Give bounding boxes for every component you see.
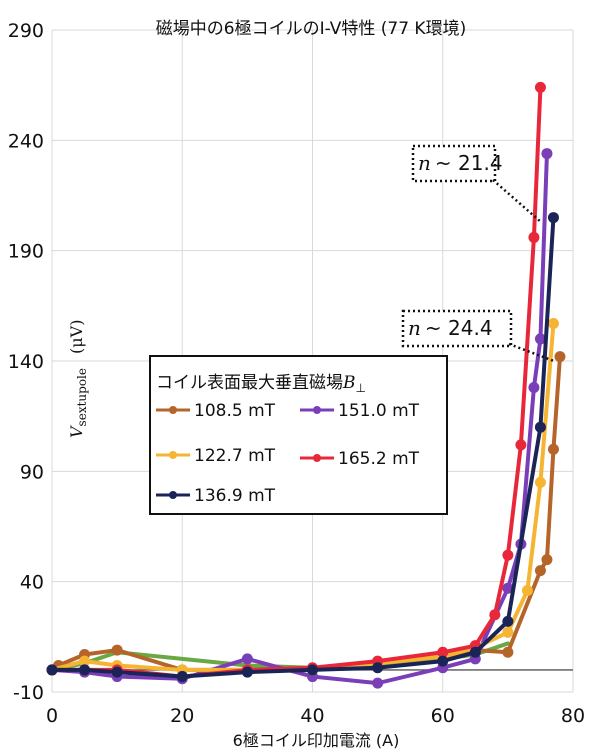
legend-label: 136.9 mT: [194, 486, 276, 506]
annotation-box-21: [411, 144, 497, 183]
data-point: [111, 644, 123, 656]
x-tick-label: 80: [561, 705, 585, 727]
chart-title: 磁場中の6極コイルのI-V特性 (77 K環境): [156, 19, 466, 39]
data-point: [489, 609, 501, 621]
data-point: [241, 666, 253, 678]
data-point: [372, 677, 384, 689]
x-tick-label: 40: [300, 705, 324, 727]
annotation-text-24: ~ 24.4: [425, 316, 493, 340]
annotation-n-21: n ~ 21.4: [411, 144, 542, 223]
legend-box: [149, 355, 448, 515]
data-point: [547, 317, 559, 329]
data-point: [515, 439, 527, 451]
annotation-n-symbol: n: [418, 151, 431, 175]
y-tick-label: 140: [8, 351, 44, 373]
legend-title-text: コイル表面最大垂直磁場: [156, 373, 343, 393]
data-point: [502, 582, 514, 594]
svg-text:Vsextupole(μV): Vsextupole (μV): [67, 320, 89, 438]
legend-title: コイル表面最大垂直磁場B⊥: [156, 373, 366, 395]
y-axis-label-unit: (μV): [67, 320, 86, 354]
data-point: [307, 664, 318, 676]
data-point: [502, 549, 514, 561]
data-point: [437, 646, 449, 658]
legend-entry: 165.2 mT: [300, 449, 420, 469]
data-point: [502, 615, 514, 627]
svg-text:n~ 21.4: n ~ 21.4: [418, 151, 503, 175]
y-axis-label: Vsextupole (μV): [67, 320, 89, 438]
y-axis-label-sub: sextupole: [75, 368, 89, 426]
axes: 0 20 40 60 80 -10 40 90 140 190 240 290: [8, 20, 585, 727]
y-tick-label: 40: [20, 572, 44, 594]
legend-label: 151.0 mT: [338, 401, 420, 421]
data-point: [534, 565, 546, 577]
data-point: [79, 655, 91, 667]
annotation-leader-24: [508, 342, 555, 363]
data-point: [541, 148, 553, 160]
legend-label: 122.7 mT: [194, 446, 276, 466]
data-point: [534, 333, 546, 345]
data-point: [547, 212, 559, 224]
data-point: [111, 666, 123, 678]
legend-label: 108.5 mT: [194, 401, 276, 421]
data-point: [241, 653, 253, 665]
data-point: [502, 626, 514, 638]
data-point: [554, 351, 566, 363]
y-tick-label: 240: [8, 130, 44, 152]
series-layer: [46, 81, 566, 689]
legend-items: 108.5 mT 151.0 mT 122.7 mT 165.2 mT 136.9 mT: [156, 401, 420, 506]
legend-swatch-dot: [313, 454, 321, 462]
data-point: [372, 662, 384, 674]
y-tick-label: 90: [20, 461, 44, 483]
data-point: [547, 443, 559, 455]
annotation-leader-21: [492, 179, 542, 223]
legend-entry: 136.9 mT: [156, 486, 276, 506]
data-point: [521, 584, 533, 596]
svg-text:n~ 24.4: n ~ 24.4: [408, 316, 493, 340]
data-point: [528, 231, 540, 243]
y-tick-label: 190: [8, 241, 44, 263]
data-point: [528, 381, 540, 393]
legend-title-sub: ⊥: [356, 381, 366, 395]
data-point: [541, 554, 553, 566]
x-axis-label: 6極コイル印加電流 (A): [233, 731, 400, 749]
legend-entry: 108.5 mT: [156, 401, 276, 421]
data-point: [534, 81, 546, 93]
data-point: [437, 655, 449, 667]
annotation-box-24: [401, 309, 513, 348]
data-point: [502, 646, 514, 658]
y-tick-label: 290: [8, 20, 44, 42]
x-tick-label: 60: [431, 705, 455, 727]
annotation-n-symbol: n: [408, 316, 421, 340]
legend-entry: 151.0 mT: [300, 401, 420, 421]
legend: コイル表面最大垂直磁場B⊥ 108.5 mT 151.0 mT 122.7 mT 16…: [149, 355, 448, 515]
legend-swatch-dot: [313, 406, 321, 414]
data-point: [79, 664, 91, 676]
annotations: n ~ 21.4 n ~ 24.4: [401, 144, 555, 363]
legend-title-symbol: B: [342, 373, 356, 393]
y-axis-label-main: V: [67, 425, 86, 438]
x-tick-label: 0: [46, 705, 58, 727]
data-point: [176, 671, 188, 683]
x-tick-label: 20: [170, 705, 194, 727]
legend-swatch-dot: [169, 406, 177, 414]
annotation-n-24: n ~ 24.4: [401, 309, 555, 363]
legend-swatch-dot: [169, 451, 177, 459]
data-point: [534, 421, 546, 433]
y-tick-label: -10: [13, 682, 44, 704]
data-point: [46, 664, 58, 676]
legend-entry: 122.7 mT: [156, 446, 276, 466]
legend-swatch-dot: [169, 491, 177, 499]
series-4: [46, 212, 559, 683]
data-point: [534, 476, 546, 488]
series-line: [50, 151, 549, 686]
legend-label: 165.2 mT: [338, 449, 420, 469]
data-point: [469, 646, 481, 658]
annotation-text-21: ~ 21.4: [435, 151, 503, 175]
